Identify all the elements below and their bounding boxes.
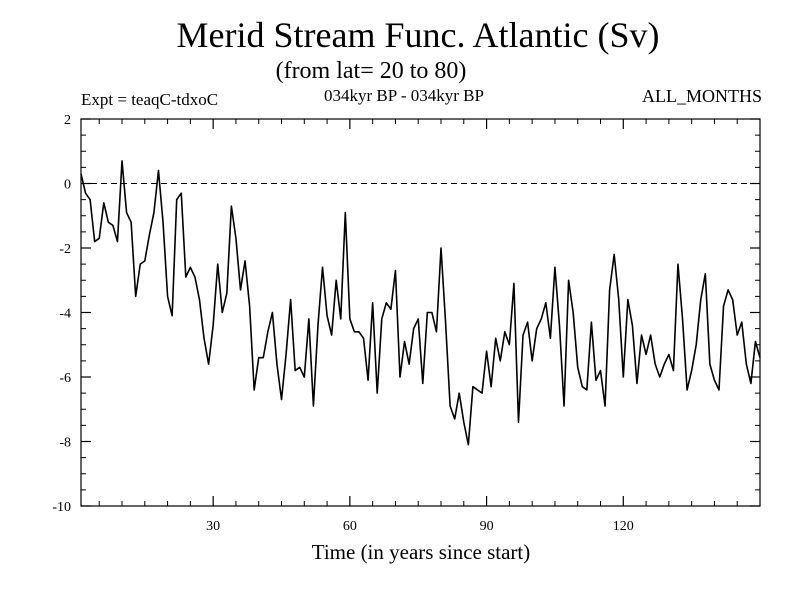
x-tick-label: 60 <box>343 519 357 534</box>
experiment-label: Expt = teaqC-tdxoC <box>81 90 219 109</box>
y-tick-label: -10 <box>52 500 71 515</box>
x-tick-label: 120 <box>613 519 634 534</box>
chart-subtitle: (from lat= 20 to 80) <box>275 58 467 84</box>
chart-title: Merid Stream Func. Atlantic (Sv) <box>176 15 660 55</box>
plot-frame <box>80 118 761 507</box>
y-tick-label: 0 <box>64 178 71 193</box>
y-tick-label: -2 <box>59 242 71 257</box>
major-ticks <box>81 118 760 507</box>
months-label: ALL_MONTHS <box>642 86 762 106</box>
y-tick-label: -6 <box>59 371 71 386</box>
y-tick-label: -4 <box>59 307 71 322</box>
minor-ticks <box>81 119 761 506</box>
x-axis-label: Time (in years since start) <box>311 540 531 564</box>
period-label: 034kyr BP - 034kyr BP <box>324 86 484 105</box>
y-tick-label: 2 <box>64 113 71 128</box>
y-tick-label: -8 <box>59 436 71 451</box>
x-tick-label: 30 <box>206 519 220 534</box>
series-line <box>80 160 761 446</box>
tick-labels: 30 60 90 120 2 0 -2 -4 -6 -8 -10 <box>52 113 633 534</box>
x-tick-label: 90 <box>480 519 494 534</box>
